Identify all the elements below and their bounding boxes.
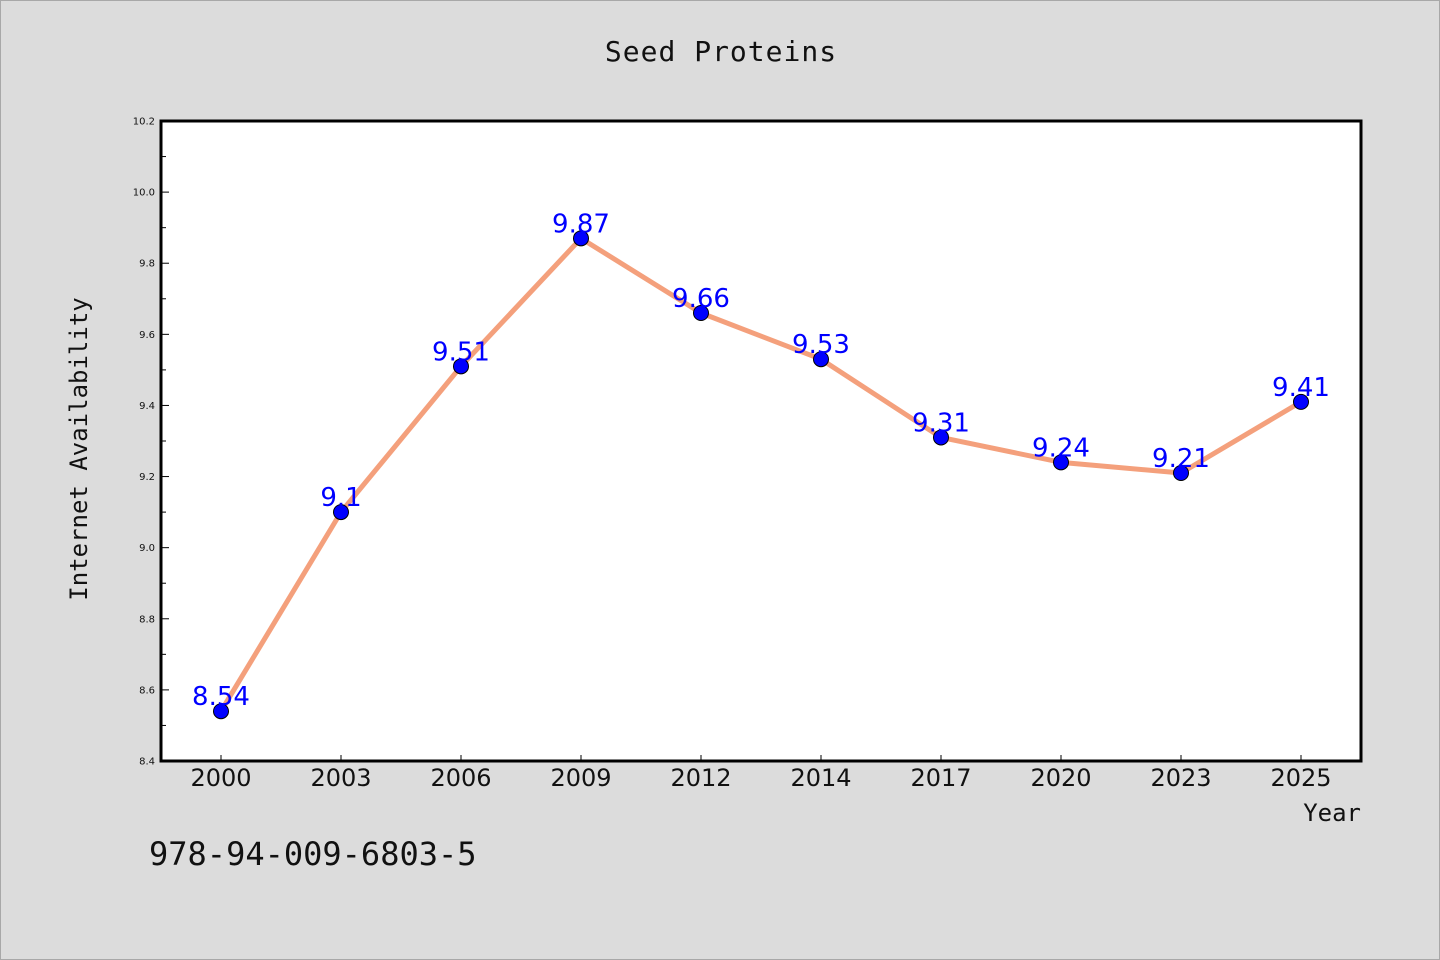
- x-tick-label: 2014: [790, 764, 851, 792]
- y-tick-label: 8.4: [139, 757, 155, 768]
- y-tick-label: 9.2: [139, 472, 155, 483]
- data-point-marker: [693, 305, 709, 321]
- x-tick-label: 2006: [430, 764, 491, 792]
- data-point-marker: [573, 230, 589, 247]
- data-label: 9.21: [1152, 444, 1210, 474]
- data-point-marker: [933, 429, 949, 446]
- y-tick-label: 9.0: [139, 543, 155, 554]
- data-label: 9.51: [432, 337, 490, 367]
- x-axis-title: Year: [1303, 799, 1361, 827]
- data-label: 9.24: [1032, 433, 1090, 463]
- x-tick-label: 2020: [1030, 764, 1091, 792]
- y-tick-label: 9.4: [139, 401, 155, 412]
- data-point-marker: [813, 351, 829, 368]
- y-tick-label: 9.8: [139, 259, 155, 270]
- data-point-marker: [1293, 393, 1309, 410]
- y-axis-title: Internet Availability: [65, 297, 93, 600]
- x-tick-label: 2000: [190, 764, 251, 792]
- y-tick-label: 10.2: [133, 117, 155, 128]
- x-tick-label: 2003: [310, 764, 371, 792]
- plot-area: [159, 119, 1363, 763]
- isbn-annotation: 978-94-009-6803-5: [149, 835, 477, 873]
- chart-title: Seed Proteins: [604, 35, 838, 68]
- x-tick-label: 2017: [910, 764, 971, 792]
- data-label: 9.66: [672, 284, 730, 314]
- y-tick-label: 8.8: [139, 614, 155, 625]
- data-point-marker: [1053, 454, 1069, 471]
- data-label: 9.31: [912, 408, 970, 438]
- x-axis-ticks: 2000 2003 2006 2009 2012 2014 2017 2020 2023 2025: [190, 755, 1332, 792]
- x-tick-label: 2012: [670, 764, 731, 792]
- data-point-marker: [1173, 465, 1189, 481]
- y-tick-label: 8.6: [139, 685, 155, 696]
- data-point-marker: [213, 703, 229, 720]
- data-label: 9.1: [320, 483, 361, 513]
- data-point-marker: [453, 358, 469, 375]
- y-axis-ticks: 8.4 8.6 8.8 9.0 9.2 9.4 9.6 9.8 10.0 10.2: [133, 117, 169, 768]
- y-tick-label: 9.6: [139, 330, 155, 341]
- data-point-marker: [333, 504, 349, 521]
- data-label: 9.53: [792, 330, 850, 360]
- data-label: 8.54: [192, 682, 250, 712]
- x-tick-label: 2025: [1270, 764, 1331, 792]
- data-label: 9.87: [552, 209, 610, 239]
- y-tick-label: 10.0: [133, 188, 155, 199]
- data-label: 9.41: [1272, 373, 1330, 403]
- series-line: [218, 235, 1304, 714]
- x-tick-label: 2023: [1150, 764, 1211, 792]
- x-tick-label: 2009: [550, 764, 611, 792]
- series-group: 8.54 9.1 9.51 9.87 9.66 9.53 9.31 9.24 9.21 9.41: [192, 209, 1330, 720]
